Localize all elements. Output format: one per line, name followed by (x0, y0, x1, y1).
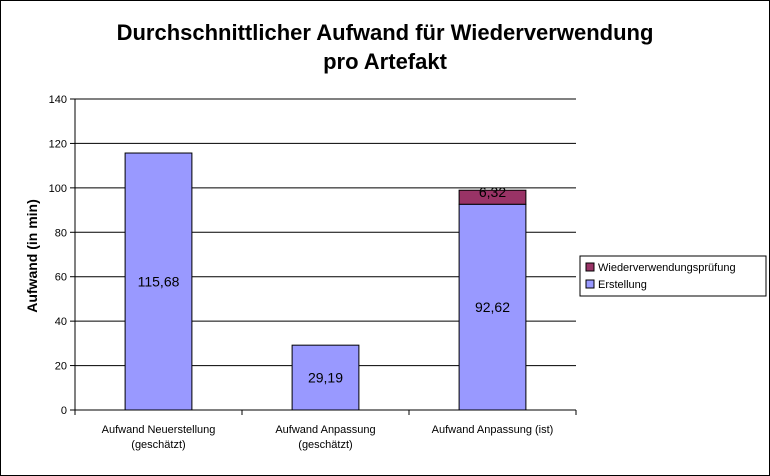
x-category-label-1-1: (geschätzt) (298, 439, 352, 451)
y-tick-label-4: 80 (55, 227, 67, 239)
y-tick-label-2: 40 (55, 316, 67, 328)
legend-label-0: Wiederverwendungsprüfung (598, 262, 736, 274)
data-label-0-1: 29,19 (308, 370, 343, 386)
bar-erstellung-1 (291, 344, 360, 411)
legend: Wiederverwendungsprüfung Erstellung (579, 255, 767, 297)
data-label-0-2: 92,62 (475, 299, 510, 315)
y-axis-label: Aufwand (in min) (24, 199, 40, 313)
legend-box (579, 255, 767, 297)
x-category-label-2-0: Aufwand Anpassung (ist) (432, 424, 554, 436)
data-label-0-0: 115,68 (138, 274, 180, 290)
legend-swatch-0 (585, 262, 595, 272)
x-category-label-1-0: Aufwand Anpassung (275, 424, 375, 436)
x-category-label-0-0: Aufwand Neuerstellung (102, 424, 216, 436)
bar-erstellung-0 (124, 152, 193, 411)
legend-swatch-1 (585, 279, 595, 289)
bar-erstellung-2 (458, 203, 527, 411)
data-label-1-2: 6,32 (479, 184, 506, 200)
y-tick-label-0: 0 (61, 405, 67, 417)
chart-title-line-2: pro Artefakt (323, 49, 448, 74)
y-tick-label-3: 60 (55, 272, 67, 284)
y-tick-label-5: 100 (49, 183, 67, 195)
y-tick-label-1: 20 (55, 361, 67, 373)
chart-title-line-1: Durchschnittlicher Aufwand für Wiederver… (117, 20, 654, 45)
y-tick-label-7: 140 (49, 94, 67, 106)
legend-label-1: Erstellung (598, 279, 647, 291)
bar-wiederverwendungspruefung-2 (458, 189, 527, 205)
y-tick-label-6: 120 (49, 138, 67, 150)
plot-area: 0 20 40 60 80 100 120 140 115,68 Aufwand Neuerste… (49, 94, 577, 451)
x-category-label-0-1: (geschätzt) (131, 439, 185, 451)
